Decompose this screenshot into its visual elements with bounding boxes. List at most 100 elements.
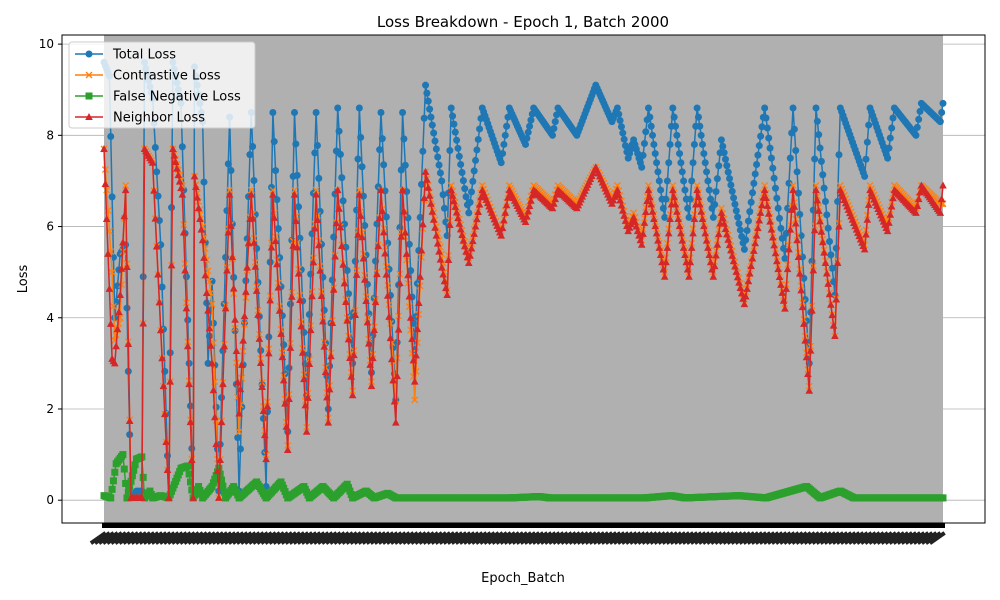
data-point [794, 252, 803, 260]
data-point [663, 243, 672, 251]
data-point [454, 214, 462, 222]
data-point [103, 186, 111, 194]
data-point [452, 208, 461, 216]
data-point [676, 150, 684, 158]
data-point [640, 140, 648, 148]
data-point [397, 166, 405, 174]
data-point [720, 219, 728, 227]
data-point [659, 204, 667, 212]
data-point [240, 312, 249, 320]
data-point [156, 326, 165, 334]
data-point [431, 137, 439, 145]
data-point [816, 217, 824, 225]
data-point [291, 186, 298, 194]
data-point [247, 186, 255, 194]
data-point [696, 200, 704, 208]
data-point [654, 236, 662, 244]
data-point [812, 182, 820, 189]
data-point [639, 229, 647, 237]
y-tick-label: 8 [46, 128, 54, 142]
data-point [657, 186, 665, 194]
data-point [286, 343, 295, 351]
data-point [297, 322, 306, 330]
data-point [139, 473, 147, 481]
data-point [666, 140, 674, 148]
data-point [774, 204, 782, 212]
data-point [350, 351, 358, 359]
data-point [828, 264, 836, 272]
data-point [215, 464, 223, 472]
data-point [442, 284, 450, 292]
data-point [171, 158, 180, 166]
data-point [250, 238, 258, 246]
data-point [462, 247, 470, 255]
data-point [212, 472, 220, 480]
data-point [215, 493, 223, 501]
data-point [670, 113, 678, 121]
data-point [833, 259, 842, 267]
data-point [183, 342, 192, 350]
data-point [643, 197, 651, 205]
data-point [615, 110, 623, 118]
data-point [181, 266, 189, 274]
data-point [811, 155, 819, 163]
data-point [641, 207, 650, 215]
data-point [304, 393, 312, 401]
data-point [424, 97, 432, 105]
data-point [296, 296, 304, 304]
data-point [361, 222, 369, 230]
data-point [720, 149, 728, 157]
data-point [302, 427, 311, 435]
data-point [662, 258, 670, 266]
legend-label: Total Loss [112, 48, 176, 63]
data-point [446, 221, 454, 229]
data-point [499, 150, 507, 158]
data-point [648, 207, 657, 215]
data-point [212, 440, 220, 448]
data-point [443, 290, 451, 298]
data-point [428, 207, 437, 215]
data-point [202, 289, 211, 297]
data-point [420, 194, 428, 202]
data-point [725, 241, 734, 249]
data-point [209, 386, 218, 394]
data-point [697, 131, 705, 139]
data-point [109, 477, 117, 485]
legend-item: Total Loss [75, 48, 176, 63]
data-point [434, 153, 442, 161]
data-point [111, 468, 119, 476]
data-point [735, 220, 743, 228]
data-point [281, 399, 289, 407]
data-point [503, 122, 511, 130]
x-axis-label: Epoch_Batch [481, 571, 565, 586]
data-point [711, 201, 719, 209]
data-point [249, 143, 257, 151]
data-point [677, 229, 685, 237]
data-point [650, 214, 658, 222]
data-point [497, 159, 505, 167]
y-tick-label: 4 [46, 311, 54, 325]
data-point [647, 122, 655, 130]
data-point [101, 179, 110, 187]
data-point [405, 240, 413, 248]
y-tick-label: 0 [46, 493, 54, 507]
data-point [343, 316, 351, 324]
data-point [323, 393, 331, 401]
data-point [551, 195, 560, 203]
data-point [384, 239, 392, 247]
data-point [473, 215, 481, 223]
data-point [527, 116, 535, 124]
data-point [640, 218, 649, 226]
y-axis-ticks: 0 2 4 6 8 10 [39, 37, 62, 507]
data-point [419, 220, 427, 228]
data-point [458, 169, 466, 177]
data-point [122, 479, 130, 487]
data-point [195, 483, 203, 491]
data-point [769, 164, 777, 172]
data-point [723, 230, 731, 238]
data-point [266, 258, 274, 266]
data-point [416, 272, 424, 280]
data-point [524, 207, 533, 215]
data-point [162, 438, 170, 446]
data-point [437, 263, 446, 271]
